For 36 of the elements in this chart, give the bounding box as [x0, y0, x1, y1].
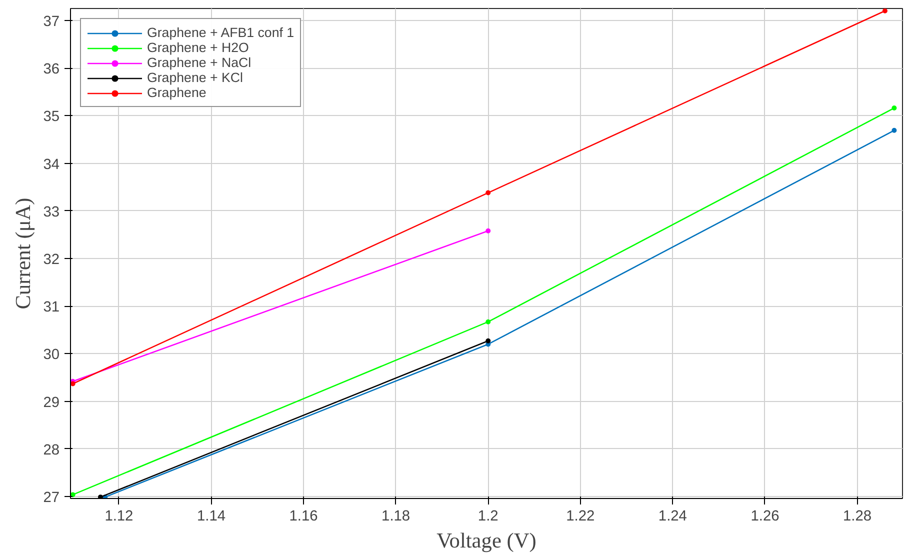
x-tick-label: 1.12 [104, 508, 134, 524]
y-tick-label: 37 [43, 14, 60, 30]
y-tick-label: 34 [43, 156, 60, 173]
y-tick-label: 32 [43, 252, 60, 268]
point [486, 319, 491, 324]
legend-label: Graphene + NaCl [147, 55, 252, 70]
x-tick-label: 1.28 [843, 508, 872, 524]
y-tick-label: 27 [43, 490, 60, 506]
point [486, 338, 491, 344]
y-tick-label: 33 [43, 204, 60, 220]
x-tick-label: 1.16 [289, 508, 318, 524]
x-tick-label: 1.18 [382, 508, 410, 524]
y-tick-label: 30 [43, 347, 60, 364]
x-tick-label: 1.24 [658, 508, 687, 524]
x-tick-label: 1.14 [196, 508, 226, 524]
point [486, 228, 491, 234]
point [98, 494, 103, 498]
point [882, 8, 888, 14]
x-tick-label: 1.22 [566, 508, 595, 524]
point [70, 381, 76, 386]
point [486, 190, 491, 196]
y-tick-label: 36 [43, 62, 60, 78]
legend-label: Graphene [147, 85, 206, 100]
point [892, 128, 897, 133]
y-axis-title: Current (μA) [11, 198, 36, 310]
x-tick-label: 1.26 [750, 508, 780, 524]
point [892, 106, 897, 111]
x-axis-title: Voltage (V) [436, 528, 536, 552]
legend-label: Graphene + AFB1 conf 1 [147, 25, 294, 40]
legend-label: Graphene + H2O [147, 40, 249, 55]
legend-label: Graphene + KCl [147, 70, 243, 85]
y-tick-label: 29 [43, 394, 60, 411]
y-tick-label: 35 [43, 109, 60, 126]
y-tick-label: 31 [43, 300, 60, 316]
x-tick-label: 1.2 [478, 508, 498, 524]
y-tick-label: 28 [43, 442, 60, 458]
